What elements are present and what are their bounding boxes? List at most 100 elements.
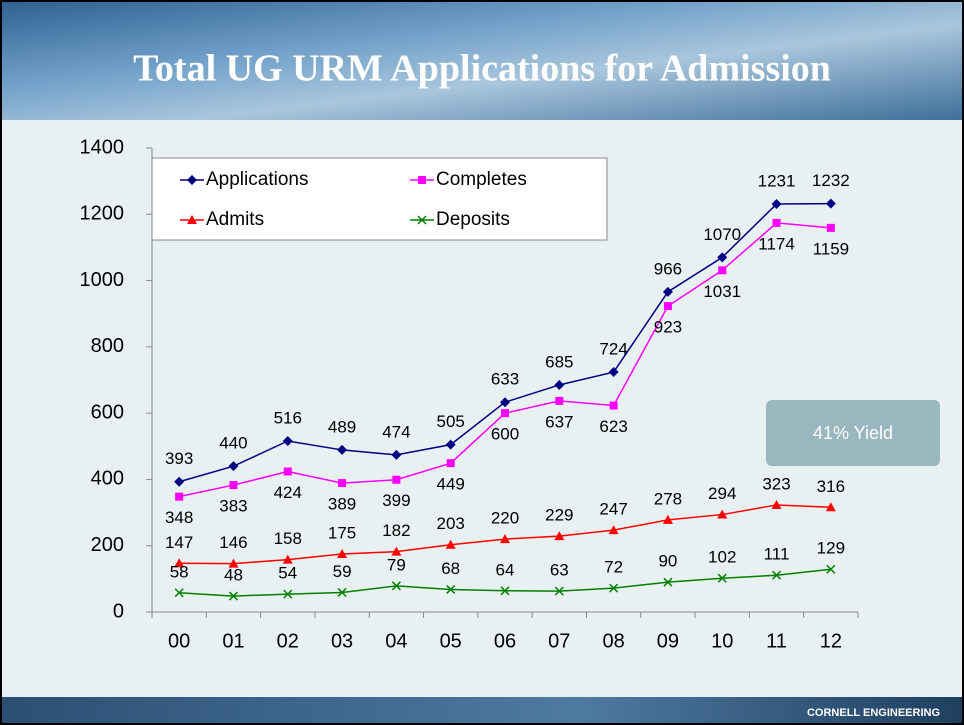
marker [609, 583, 619, 593]
y-tick-label: 600 [91, 401, 124, 423]
marker [772, 218, 781, 227]
x-tick-label: 11 [766, 630, 787, 652]
data-label: 505 [437, 412, 465, 431]
marker [174, 476, 185, 487]
y-tick-label: 200 [91, 534, 124, 556]
data-label: 1174 [758, 234, 795, 253]
data-label: 1159 [813, 239, 850, 258]
data-label: 182 [382, 521, 410, 540]
data-label: 278 [654, 489, 682, 508]
data-label: 474 [382, 422, 410, 441]
marker [391, 581, 401, 591]
marker [771, 499, 782, 509]
marker [662, 286, 673, 297]
y-tick-label: 800 [91, 335, 124, 357]
marker [282, 554, 293, 564]
marker [337, 587, 347, 597]
marker [446, 459, 455, 468]
data-label: 966 [654, 259, 682, 278]
data-label: 229 [545, 506, 573, 525]
data-label: 389 [328, 495, 356, 514]
x-tick-label: 12 [820, 630, 842, 652]
data-label: 440 [219, 434, 247, 453]
legend-box [151, 157, 608, 241]
legend-label: Applications [206, 169, 308, 190]
marker [500, 397, 510, 408]
x-tick-label: 01 [222, 630, 244, 652]
footer-band [0, 697, 964, 725]
x-tick-label: 04 [385, 630, 407, 652]
data-label: 247 [599, 500, 627, 519]
marker [445, 539, 456, 549]
data-label: 64 [496, 560, 515, 579]
x-tick-label: 10 [711, 630, 733, 652]
x-tick-label: 07 [548, 630, 570, 652]
marker [555, 396, 564, 405]
marker [825, 502, 836, 512]
data-label: 449 [437, 475, 465, 494]
data-label: 724 [599, 340, 627, 359]
data-label: 348 [165, 508, 193, 527]
data-label: 600 [491, 425, 519, 444]
data-label: 923 [654, 318, 682, 337]
data-label: 424 [274, 483, 302, 502]
marker [445, 439, 456, 450]
marker [554, 531, 565, 541]
marker [608, 525, 619, 535]
data-label: 147 [165, 533, 193, 552]
marker [282, 435, 293, 446]
marker [501, 409, 509, 418]
marker [418, 176, 426, 184]
data-label: 146 [219, 533, 247, 552]
marker [826, 564, 836, 574]
legend-label: Admits [206, 209, 264, 230]
marker [825, 198, 836, 209]
data-label: 90 [658, 552, 677, 571]
data-label: 63 [550, 561, 569, 580]
data-label: 72 [604, 558, 623, 577]
data-label: 79 [387, 555, 406, 574]
x-tick-label: 05 [440, 630, 462, 652]
data-label: 294 [708, 484, 736, 503]
marker [337, 549, 348, 558]
data-label: 1031 [703, 282, 741, 301]
marker [608, 367, 619, 378]
data-label: 68 [441, 559, 460, 578]
x-tick-label: 09 [657, 630, 679, 652]
marker [662, 514, 673, 524]
y-tick-label: 400 [91, 468, 124, 490]
data-label: 637 [545, 412, 573, 431]
marker [417, 215, 427, 225]
data-label: 383 [219, 497, 247, 516]
marker [174, 588, 184, 598]
marker [500, 534, 510, 544]
data-label: 316 [817, 477, 845, 496]
data-label: 59 [333, 562, 352, 581]
data-label: 1232 [812, 171, 850, 190]
marker [554, 379, 565, 390]
data-label: 203 [437, 514, 465, 533]
data-label: 54 [278, 564, 297, 583]
marker [663, 577, 673, 587]
data-label: 323 [762, 474, 790, 493]
data-label: 58 [170, 562, 189, 581]
data-label: 516 [274, 408, 302, 427]
header-band [0, 0, 964, 120]
data-label: 685 [545, 352, 573, 371]
y-tick-label: 1200 [80, 203, 125, 225]
data-label: 220 [491, 509, 519, 528]
data-label: 393 [165, 449, 193, 468]
marker [174, 558, 185, 568]
marker [283, 589, 293, 599]
annotation-box [766, 400, 940, 466]
marker [283, 467, 292, 476]
marker [717, 573, 727, 583]
marker [554, 586, 564, 596]
marker [187, 175, 197, 185]
marker [391, 449, 402, 460]
marker [446, 584, 456, 594]
data-label: 129 [817, 539, 845, 558]
data-label: 158 [274, 529, 302, 548]
marker [228, 591, 238, 601]
